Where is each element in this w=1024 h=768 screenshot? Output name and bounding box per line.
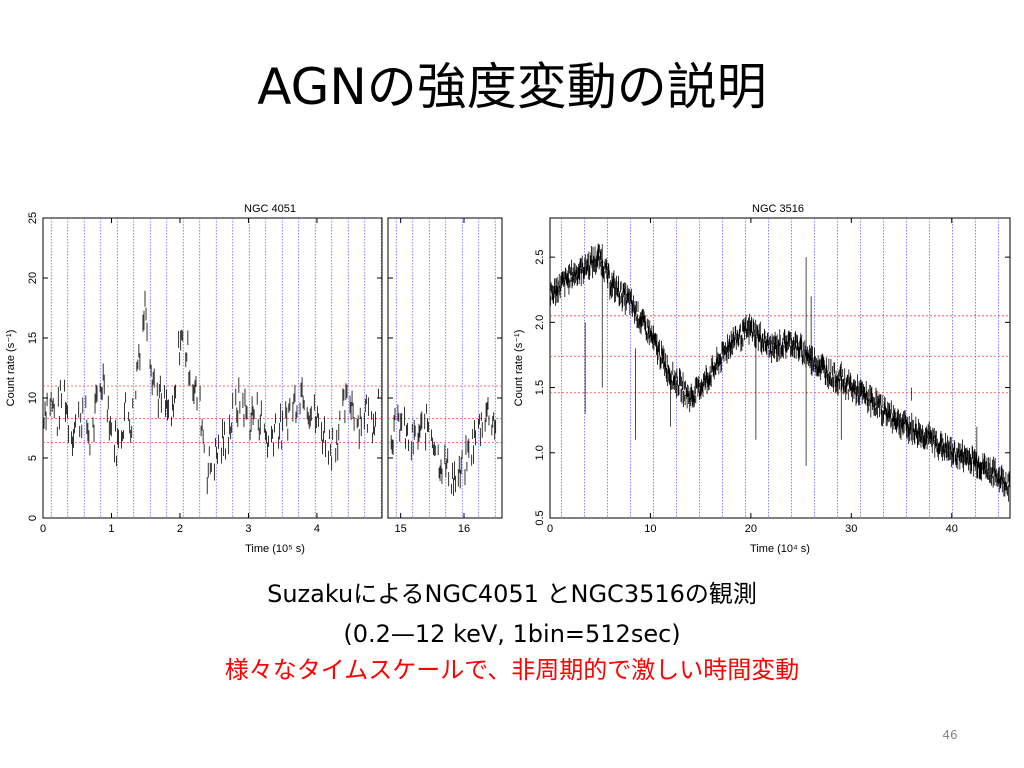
y-axis-label-ngc4051: Count rate (s⁻¹) — [5, 330, 17, 407]
x-tick-label: 40 — [946, 523, 958, 535]
y-axis-label-ngc3516: Count rate (s⁻¹) — [513, 330, 525, 407]
x-axis-label-ngc4051: Time (10⁵ s) — [245, 543, 305, 555]
x-tick-label: 15 — [395, 523, 407, 535]
page-number: 46 — [942, 728, 958, 742]
y-tick-label: 1.0 — [534, 445, 546, 460]
x-tick-label: 30 — [845, 523, 857, 535]
plot-frame — [42, 217, 383, 519]
x-tick-label: 16 — [458, 523, 470, 535]
y-tick-label: 0.5 — [534, 510, 546, 525]
x-tick-label: 0 — [547, 523, 553, 535]
caption-variability-note: 様々なタイムスケールで、非周期的で激しい時間変動 — [224, 656, 800, 684]
x-tick-label: 3 — [245, 523, 251, 535]
x-tick-label: 1 — [108, 523, 114, 535]
y-tick-label: 15 — [27, 332, 39, 344]
chart-title-ngc4051: NGC 4051 — [244, 203, 296, 215]
data-series-ngc3516 — [549, 243, 1011, 502]
plot-frame — [387, 217, 503, 519]
y-tick-label: 2.5 — [534, 249, 546, 264]
y-tick-label: 1.5 — [534, 380, 546, 395]
data-series-ngc4051-b — [390, 397, 497, 496]
y-tick-label: 20 — [27, 272, 39, 284]
x-tick-label: 2 — [177, 523, 183, 535]
x-axis-label-ngc3516: Time (10⁴ s) — [750, 543, 810, 555]
caption-energy-range: (0.2—12 keV, 1bin=512sec) — [343, 620, 681, 648]
y-tick-label: 10 — [27, 392, 39, 404]
chart-title-ngc3516: NGC 3516 — [752, 203, 804, 215]
y-tick-label: 5 — [27, 455, 39, 461]
y-tick-label: 0 — [27, 515, 39, 521]
caption-observation: SuzakuによるNGC4051 とNGC3516の観測 — [267, 580, 757, 608]
y-tick-label: 2.0 — [534, 315, 546, 330]
x-tick-label: 4 — [314, 523, 320, 535]
data-series-ngc4051-a — [42, 290, 379, 495]
x-tick-label: 10 — [644, 523, 656, 535]
x-tick-label: 20 — [745, 523, 757, 535]
x-tick-label: 0 — [40, 523, 46, 535]
y-tick-label: 25 — [27, 212, 39, 224]
plot-frame — [549, 217, 1011, 519]
slide-title: AGNの強度変動の説明 — [257, 58, 767, 116]
